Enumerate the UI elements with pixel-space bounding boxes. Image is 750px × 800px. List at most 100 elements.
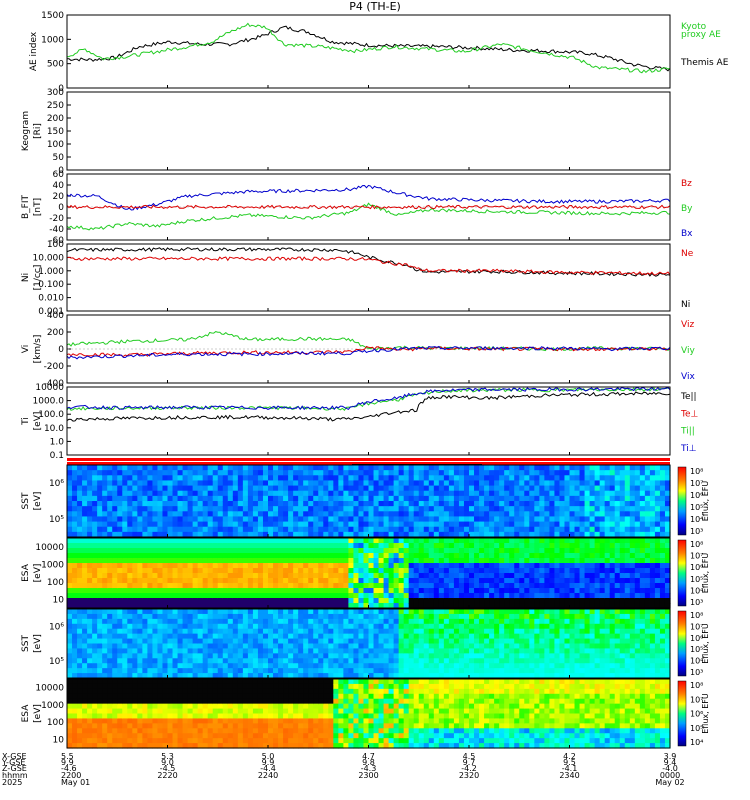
spectrogram-cell — [408, 485, 415, 492]
spectrogram-cell — [283, 648, 289, 654]
spectrogram-cell — [257, 578, 264, 584]
spectrogram-cell — [232, 653, 239, 659]
spectrogram-cell — [393, 588, 400, 594]
spectrogram-cell — [107, 598, 113, 604]
spectrogram-cell — [479, 501, 485, 507]
spectrogram-cell — [408, 543, 415, 549]
spectrogram-cell — [197, 548, 204, 554]
spectrogram-cell — [448, 578, 455, 584]
spectrogram-cell — [614, 578, 621, 584]
spectrogram-cell — [594, 588, 601, 594]
spectrogram-cell — [594, 501, 601, 507]
spectrogram-cell — [423, 588, 430, 594]
spectrogram-cell — [172, 653, 179, 659]
spectrogram-cell — [237, 663, 244, 669]
spectrogram-cell — [298, 588, 304, 594]
spectrogram-cell — [358, 485, 365, 492]
spectrogram-cell — [504, 598, 510, 604]
spectrogram-cell — [97, 653, 103, 659]
spectrogram-cell — [604, 573, 611, 579]
spectrogram-cell — [378, 485, 385, 492]
ytick-label: 1.0 — [50, 437, 65, 447]
spectrogram-cell — [453, 485, 460, 492]
spectrogram-cell — [448, 603, 455, 609]
spectrogram-cell — [132, 531, 138, 538]
spectrogram-cell — [328, 531, 334, 538]
spectrogram-cell — [142, 511, 148, 518]
spectrogram-cell — [177, 623, 184, 630]
spectrogram-cell — [132, 633, 138, 640]
spectrogram-cell — [207, 548, 214, 554]
spectrogram-cell — [67, 490, 73, 497]
spectrogram-cell — [509, 658, 515, 664]
spectrogram-cell — [358, 573, 365, 579]
spectrogram-cell — [247, 578, 254, 584]
spectrogram-cell — [288, 506, 294, 512]
spectrogram-cell — [378, 495, 385, 502]
spectrogram-cell — [117, 668, 123, 674]
spectrogram-cell — [338, 673, 344, 679]
spectrogram-cell — [298, 668, 304, 674]
spectrogram-cell — [288, 648, 294, 654]
spectrogram-cell — [303, 526, 309, 533]
spectrogram-cell — [227, 495, 234, 502]
spectrogram-cell — [283, 598, 289, 604]
spectrogram-cell — [278, 623, 284, 630]
spectrogram-cell — [298, 521, 304, 528]
spectrogram-cell — [644, 495, 651, 502]
spectrogram-cell — [232, 658, 239, 664]
spectrogram-cell — [413, 593, 420, 599]
spectrogram-cell — [202, 516, 209, 523]
spectrogram-cell — [197, 648, 204, 654]
spectrogram-cell — [167, 648, 174, 654]
spectrogram-cell — [463, 573, 470, 579]
spectrogram-cell — [268, 506, 274, 512]
spectrogram-cell — [237, 638, 244, 645]
spectrogram-cell — [182, 648, 189, 654]
spectrogram-cell — [197, 623, 204, 630]
spectrogram-cell — [212, 583, 219, 589]
spectrogram-cell — [328, 653, 334, 659]
spectrogram-cell — [97, 521, 103, 528]
spectrogram-cell — [559, 475, 566, 482]
spectrogram-cell — [298, 613, 304, 620]
spectrogram-cell — [262, 593, 269, 599]
spectrogram-cell — [343, 538, 349, 544]
spectrogram-cell — [72, 501, 78, 507]
spectrogram-cell — [283, 573, 289, 579]
spectrogram-cell — [393, 578, 400, 584]
spectrogram-cell — [458, 490, 465, 497]
spectrogram-cell — [634, 516, 641, 523]
spectrogram-cell — [207, 588, 214, 594]
spectrogram-cell — [328, 673, 334, 679]
spectrogram-cell — [92, 490, 98, 497]
spectrogram-cell — [308, 543, 314, 549]
spectrogram-cell — [132, 618, 138, 625]
spectrogram-cell — [348, 558, 355, 564]
spectrogram-cell — [539, 663, 545, 669]
spectrogram-cell — [448, 598, 455, 604]
spectrogram-cell — [644, 573, 651, 579]
spectrogram-cell — [378, 511, 385, 518]
spectrogram-cell — [207, 663, 214, 669]
spectrogram-cell — [102, 568, 108, 574]
spectrogram-cell — [343, 501, 349, 507]
spectrogram-cell — [398, 553, 405, 559]
spectrogram-cell — [443, 531, 450, 538]
spectrogram-cell — [112, 573, 118, 579]
spectrogram-cell — [318, 538, 324, 544]
spectrogram-cell — [87, 553, 93, 559]
spectrogram-cell — [524, 511, 530, 518]
spectrogram-cell — [539, 673, 545, 679]
spectrogram-cell — [433, 495, 440, 502]
spectrogram-cell — [212, 598, 219, 604]
spectrogram-cell — [323, 531, 329, 538]
spectrogram-cell — [318, 495, 324, 502]
spectrogram-cell — [283, 490, 289, 497]
spectrogram-cell — [132, 663, 138, 669]
spectrogram-cell — [172, 495, 179, 502]
spectrogram-cell — [423, 538, 430, 544]
ytick-label: -60 — [49, 236, 64, 246]
spectrogram-cell — [634, 573, 641, 579]
